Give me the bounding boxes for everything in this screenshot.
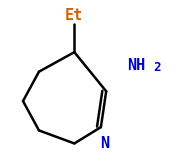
Text: N: N	[100, 136, 109, 151]
Text: 2: 2	[153, 61, 161, 74]
Text: NH: NH	[127, 58, 146, 73]
Text: Et: Et	[65, 8, 84, 23]
